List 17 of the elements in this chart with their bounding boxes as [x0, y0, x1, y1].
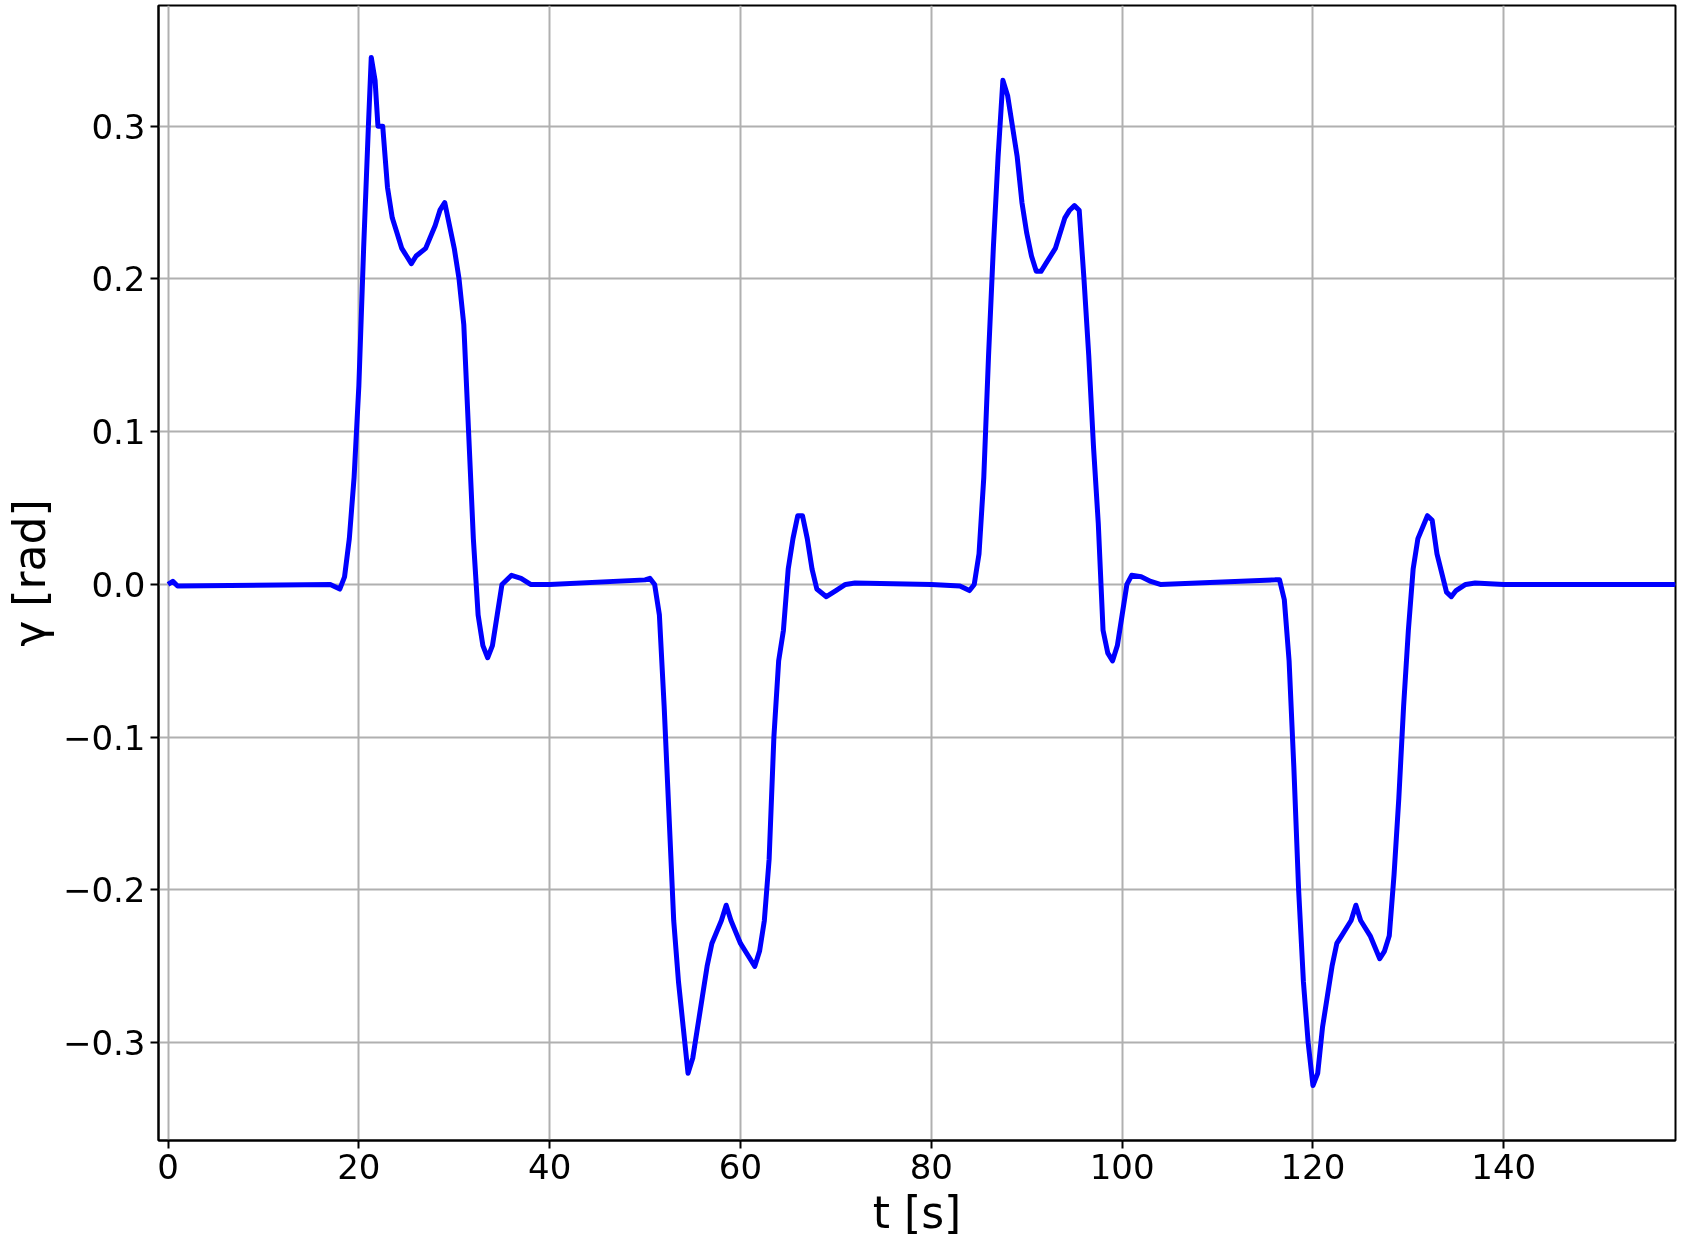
x-axis-title: t [s] — [872, 1186, 962, 1238]
y-tick-label: 0.2 — [91, 259, 146, 300]
x-tick-label: 100 — [1089, 1146, 1155, 1187]
y-tick-label: 0.1 — [91, 412, 146, 453]
y-tick-label: −0.1 — [62, 717, 146, 758]
x-tick-label: 120 — [1280, 1146, 1346, 1187]
y-tick-label: 0.3 — [91, 106, 146, 147]
y-tick-label: 0.0 — [91, 564, 146, 605]
y-tick-label: −0.2 — [62, 870, 146, 911]
y-tick-label: −0.3 — [62, 1023, 146, 1064]
x-tick-label: 40 — [528, 1146, 572, 1187]
x-tick-label: 80 — [909, 1146, 953, 1187]
x-tick-label: 60 — [718, 1146, 763, 1187]
x-tick-label: 20 — [337, 1146, 381, 1187]
x-tick-label: 140 — [1471, 1146, 1537, 1187]
x-tick-label: 0 — [157, 1146, 179, 1187]
y-axis-title: γ [rad] — [3, 499, 55, 647]
